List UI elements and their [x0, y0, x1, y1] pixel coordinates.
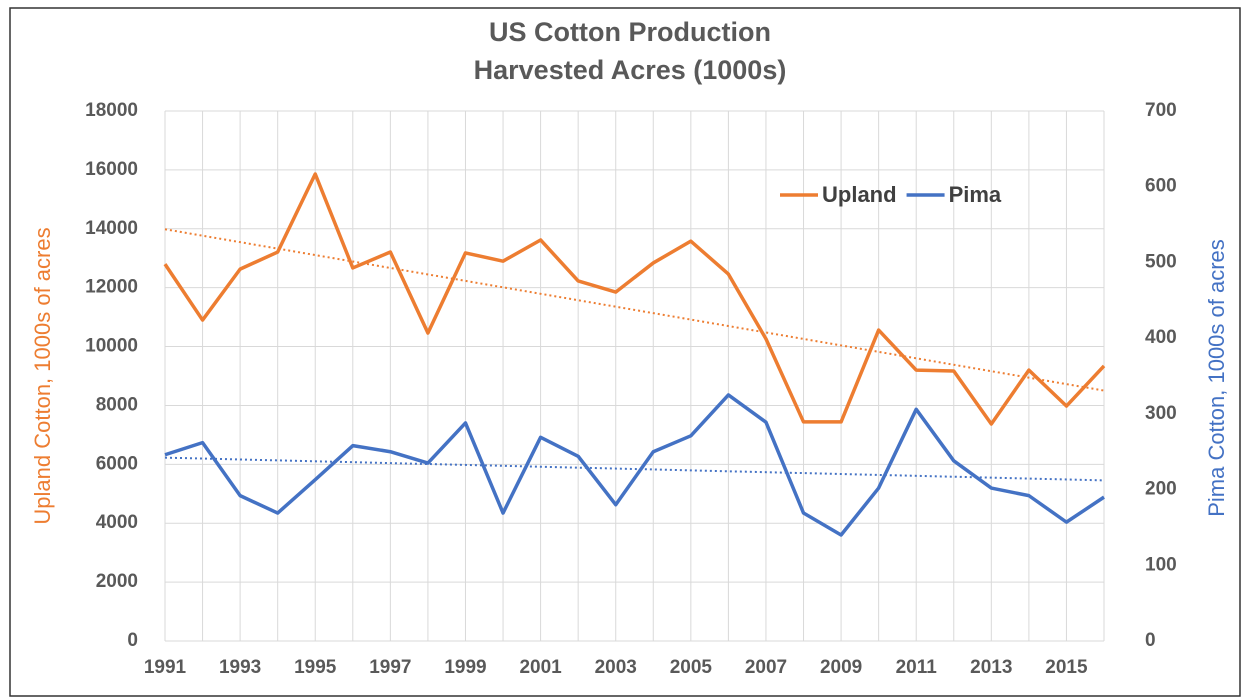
legend-label: Pima: [949, 182, 1002, 207]
y2-tick-label: 500: [1145, 251, 1177, 272]
x-tick-label: 1993: [219, 657, 261, 678]
y-axis-label: Upland Cotton, 1000s of acres: [30, 227, 55, 524]
y2-axis-label: Pima Cotton, 1000s of acres: [1204, 239, 1229, 517]
x-tick-label: 2009: [820, 657, 862, 678]
y-tick-label: 4000: [96, 512, 138, 533]
y-tick-label: 8000: [96, 394, 138, 415]
series-line: [164, 393, 1105, 537]
x-tick-label: 2013: [970, 657, 1012, 678]
y-tick-label: 6000: [96, 453, 138, 474]
y-tick-label: 18000: [85, 100, 138, 121]
y-tick-label: 0: [127, 630, 138, 651]
x-tick-label: 2005: [670, 657, 713, 678]
chart-title: US Cotton Production: [489, 17, 771, 47]
x-tick-label: 1999: [444, 657, 486, 678]
y2-tick-label: 600: [1145, 176, 1177, 197]
y2-tick-label: 300: [1145, 403, 1177, 424]
x-tick-label: 2011: [896, 657, 938, 678]
y-tick-label: 14000: [85, 218, 138, 239]
x-tick-label: 2003: [595, 657, 637, 678]
trendline: [164, 228, 1105, 392]
y-tick-label: 16000: [85, 159, 138, 180]
y2-tick-label: 200: [1145, 479, 1177, 500]
chart-frame: [9, 7, 1241, 697]
x-tick-label: 2007: [745, 657, 787, 678]
y2-tick-label: 0: [1145, 630, 1156, 651]
x-tick-label: 2001: [519, 657, 562, 678]
y-tick-label: 10000: [85, 336, 138, 357]
y2-tick-label: 700: [1145, 100, 1177, 121]
x-tick-label: 2015: [1045, 657, 1088, 678]
trendline: [164, 456, 1105, 482]
y2-tick-label: 100: [1145, 554, 1177, 575]
legend-label: Upland: [822, 182, 897, 207]
chart-subtitle: Harvested Acres (1000s): [474, 55, 787, 85]
x-tick-label: 1995: [294, 657, 337, 678]
x-tick-label: 1997: [369, 657, 411, 678]
series-line: [163, 172, 1106, 426]
y2-tick-label: 400: [1145, 327, 1177, 348]
y-tick-label: 2000: [96, 571, 138, 592]
y-tick-label: 12000: [85, 277, 138, 298]
x-tick-label: 1991: [144, 657, 187, 678]
